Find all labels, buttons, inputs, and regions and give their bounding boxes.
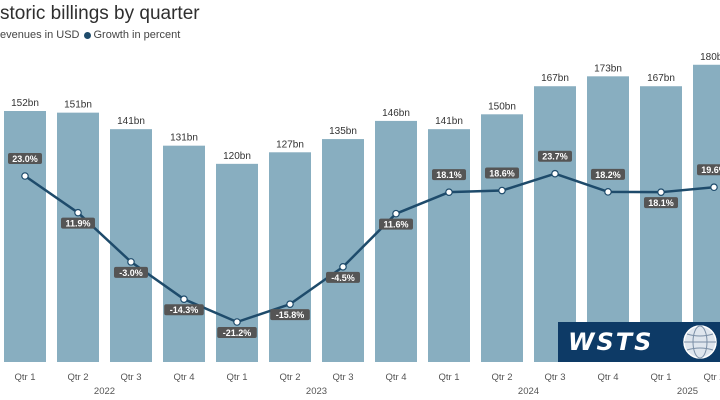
growth-label-bg-4 [217, 327, 257, 338]
bar-5 [269, 152, 311, 362]
growth-label-bg-12 [644, 197, 678, 209]
growth-point-1 [74, 208, 82, 217]
bar-value-label-6: 135bn [329, 126, 357, 137]
year-label-0: 2022 [94, 386, 115, 397]
bar-value-label-7: 146bn [382, 108, 410, 119]
growth-label-13: 19.6% [701, 165, 720, 175]
bar-value-label-9: 150bn [488, 101, 516, 112]
x-tick-label-5: Qtr 2 [279, 372, 300, 383]
x-tick-label-13: Qtr 2 [703, 372, 720, 383]
growth-label-bg-10 [538, 150, 572, 162]
growth-label-11: 18.2% [595, 170, 621, 180]
growth-point-5 [286, 300, 294, 308]
x-tick-label-12: Qtr 1 [650, 372, 671, 383]
bar-value-label-10: 167bn [541, 73, 569, 84]
growth-point-12 [657, 188, 665, 196]
growth-label-bg-9 [485, 167, 519, 179]
growth-label-1: 11.9% [65, 219, 90, 229]
bar-8 [428, 129, 470, 362]
x-tick-label-3: Qtr 4 [173, 372, 194, 383]
bar-11 [587, 76, 629, 363]
legend: evenues in USD Growth in percent [0, 29, 180, 41]
x-tick-label-0: Qtr 1 [14, 372, 35, 383]
growth-label-bg-11 [591, 168, 625, 180]
x-tick-label-9: Qtr 2 [491, 372, 512, 383]
growth-point-13 [710, 183, 718, 192]
growth-label-bg-3 [164, 304, 204, 316]
growth-label-4: -21.2% [223, 328, 252, 338]
growth-label-bg-0 [8, 153, 42, 164]
growth-point-8 [445, 188, 453, 196]
x-tick-label-11: Qtr 4 [597, 372, 618, 383]
legend-growth-label: Growth in percent [93, 29, 181, 41]
chart-title: storic billings by quarter [0, 3, 200, 24]
bar-value-label-3: 131bn [170, 133, 198, 144]
growth-label-bg-6 [326, 271, 360, 283]
growth-point-2 [127, 258, 135, 266]
bar-10 [534, 86, 576, 363]
bar-7 [375, 120, 417, 362]
growth-point-11 [604, 188, 612, 196]
x-tick-label-1: Qtr 2 [67, 372, 88, 383]
growth-label-bg-8 [432, 169, 466, 181]
bar-value-label-8: 141bn [435, 116, 463, 127]
growth-label-7: 11.6% [383, 220, 408, 230]
growth-point-9 [498, 186, 506, 195]
year-label-3: 2025 [677, 386, 698, 397]
growth-label-12: 18.1% [648, 198, 674, 208]
growth-label-bg-5 [270, 309, 310, 321]
x-tick-label-8: Qtr 1 [438, 372, 459, 383]
bar-9 [481, 114, 523, 362]
growth-label-9: 18.6% [489, 169, 515, 179]
legend-growth-marker [83, 31, 91, 39]
growth-label-2: -3.0% [119, 268, 143, 278]
bar-3 [163, 145, 205, 362]
year-label-1: 2023 [306, 386, 327, 397]
x-tick-label-4: Qtr 1 [226, 372, 247, 383]
globe-icon [683, 325, 717, 359]
bar-6 [322, 139, 364, 362]
growth-point-6 [339, 263, 347, 271]
growth-point-10 [551, 169, 559, 178]
growth-label-3: -14.3% [170, 305, 199, 315]
bar-0 [4, 111, 46, 362]
growth-point-0 [21, 172, 29, 180]
year-label-2: 2024 [518, 386, 539, 397]
growth-label-5: -15.8% [276, 310, 305, 320]
growth-label-bg-1 [61, 217, 95, 229]
growth-point-3 [180, 295, 188, 304]
x-tick-label-10: Qtr 3 [544, 372, 565, 383]
bar-12 [640, 86, 682, 363]
bar-13 [693, 64, 720, 363]
x-tick-label-2: Qtr 3 [120, 372, 141, 383]
bar-value-label-4: 120bn [223, 151, 251, 162]
bar-value-label-5: 127bn [276, 139, 304, 150]
growth-point-4 [233, 318, 241, 326]
growth-label-10: 23.7% [542, 152, 568, 162]
bar-2 [110, 129, 152, 362]
bar-value-label-13: 180bn [700, 52, 720, 63]
bar-value-label-11: 173bn [594, 63, 622, 74]
growth-point-7 [392, 209, 400, 218]
bar-value-label-0: 152bn [11, 98, 39, 109]
bar-value-label-2: 141bn [117, 116, 145, 127]
wsts-logo-text: WSTS [568, 328, 654, 356]
x-tick-label-6: Qtr 3 [332, 372, 353, 383]
legend-revenue-label: evenues in USD [0, 29, 80, 41]
growth-label-bg-13 [697, 164, 720, 176]
wsts-logo: WSTS [558, 322, 720, 362]
growth-label-bg-7 [379, 218, 413, 230]
bar-1 [57, 112, 99, 363]
growth-label-bg-2 [114, 266, 148, 278]
growth-label-0: 23.0% [12, 154, 38, 164]
bar-value-label-12: 167bn [647, 73, 675, 84]
growth-label-8: 18.1% [436, 170, 462, 180]
x-tick-label-7: Qtr 4 [385, 372, 406, 383]
growth-label-6: -4.5% [331, 273, 355, 283]
bar-value-label-1: 151bn [64, 100, 92, 111]
